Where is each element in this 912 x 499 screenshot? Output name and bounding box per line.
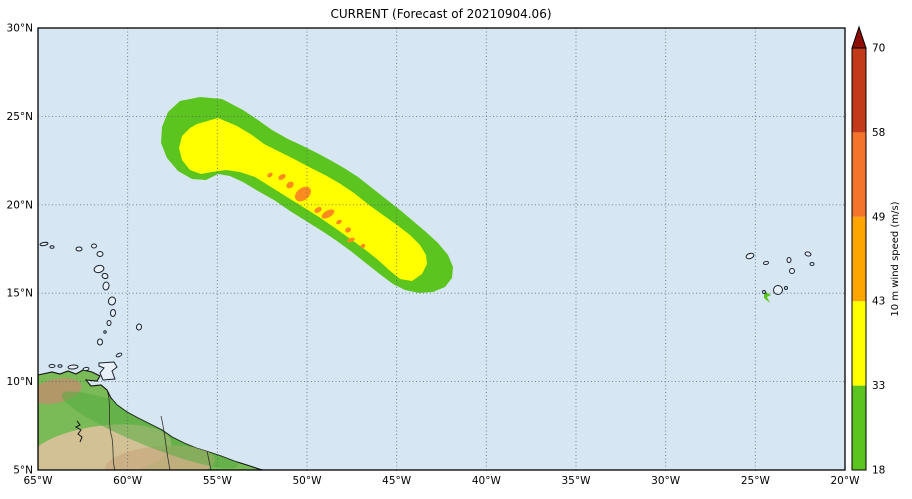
landmass-group (38, 369, 264, 470)
colorbar-tick-label: 43 (872, 296, 885, 308)
colorbar-tick-label: 49 (872, 211, 885, 223)
river-mark (74, 420, 83, 443)
island (115, 352, 123, 358)
y-tick-label: 30°N (7, 23, 33, 35)
island (763, 260, 769, 266)
colorbar-segment (852, 216, 866, 302)
wind-core-blob-43ms (286, 181, 294, 189)
island (786, 257, 792, 263)
wind-core-blob-43ms (321, 209, 335, 219)
x-tick-label: 40°W (472, 475, 502, 487)
island (96, 251, 104, 257)
x-tick-label: 60°W (113, 475, 143, 487)
colorbar-segment (852, 48, 866, 133)
x-tick-label: 30°W (651, 475, 681, 487)
island (106, 320, 112, 326)
island (789, 268, 795, 274)
island (103, 330, 107, 334)
map-frame (37, 27, 846, 471)
island (82, 366, 90, 372)
island (109, 309, 117, 317)
colorbar-segment (852, 385, 866, 470)
x-tick-label: 50°W (293, 475, 323, 487)
wind-core-blob-43ms (314, 207, 322, 213)
colorbar-tick-label: 70 (872, 43, 885, 55)
colorbar-segment (852, 132, 866, 217)
island (809, 262, 815, 266)
plot-title: CURRENT (Forecast of 20210904.06) (330, 7, 551, 21)
islands-group (39, 241, 815, 381)
x-tick-label: 25°W (741, 475, 771, 487)
x-tick-label: 45°W (382, 475, 412, 487)
island (135, 323, 143, 331)
island (745, 252, 755, 260)
island (102, 281, 110, 291)
x-tick-label: 55°W (203, 475, 233, 487)
trinidad-island (98, 361, 118, 381)
country-border (160, 415, 171, 470)
colorbar-group: 18 33 43 49 58 70 (851, 25, 885, 477)
island (49, 245, 55, 249)
colorbar-tick-label: 33 (872, 380, 885, 392)
y-axis-tick-labels: 5°N 10°N 15°N 20°N 25°N 30°N (7, 23, 33, 477)
storm-position-marker (764, 291, 771, 303)
island (57, 364, 63, 368)
wind-core-blob-43ms (360, 243, 366, 249)
colorbar-tick-label: 58 (872, 127, 885, 139)
x-tick-label: 20°W (831, 475, 861, 487)
colorbar-axis-label: 10 m wind speed (m/s) (890, 201, 901, 316)
wind-core-blob-43ms (295, 186, 311, 202)
island (804, 251, 812, 257)
terrain-shading-group (38, 378, 239, 470)
colorbar-over-triangle (851, 25, 867, 49)
island (784, 286, 788, 290)
colorbar-segment (852, 301, 866, 386)
island (67, 364, 79, 370)
country-border (106, 389, 116, 470)
y-tick-label: 25°N (7, 111, 33, 123)
island (75, 246, 83, 252)
island (93, 264, 105, 274)
x-tick-label: 35°W (562, 475, 592, 487)
island (107, 296, 117, 306)
island (97, 338, 103, 346)
country-border (206, 450, 212, 470)
wind-core-blob-43ms (347, 237, 355, 243)
island (48, 364, 56, 368)
colorbar-tick-label: 18 (872, 465, 885, 477)
wind-core-blob-43ms (267, 172, 273, 178)
y-tick-label: 10°N (7, 376, 33, 388)
x-axis-tick-labels: 65°W 60°W 55°W 50°W 45°W 40°W 35°W 30°W 25°W 20°W (24, 475, 861, 487)
island (91, 243, 97, 249)
x-tick-label: 65°W (24, 475, 54, 487)
terrain-shading (61, 391, 239, 469)
island (773, 285, 783, 295)
wind-core-blob-43ms (336, 219, 342, 225)
wind-core-blob-43ms (278, 174, 286, 180)
y-tick-label: 15°N (7, 288, 33, 300)
y-tick-label: 5°N (13, 465, 33, 477)
island (101, 272, 109, 280)
wind-core-blob-43ms (345, 227, 351, 233)
wind-swath-group (161, 97, 771, 303)
y-tick-label: 20°N (7, 199, 33, 211)
island (39, 241, 49, 247)
gridlines-group (38, 28, 845, 470)
